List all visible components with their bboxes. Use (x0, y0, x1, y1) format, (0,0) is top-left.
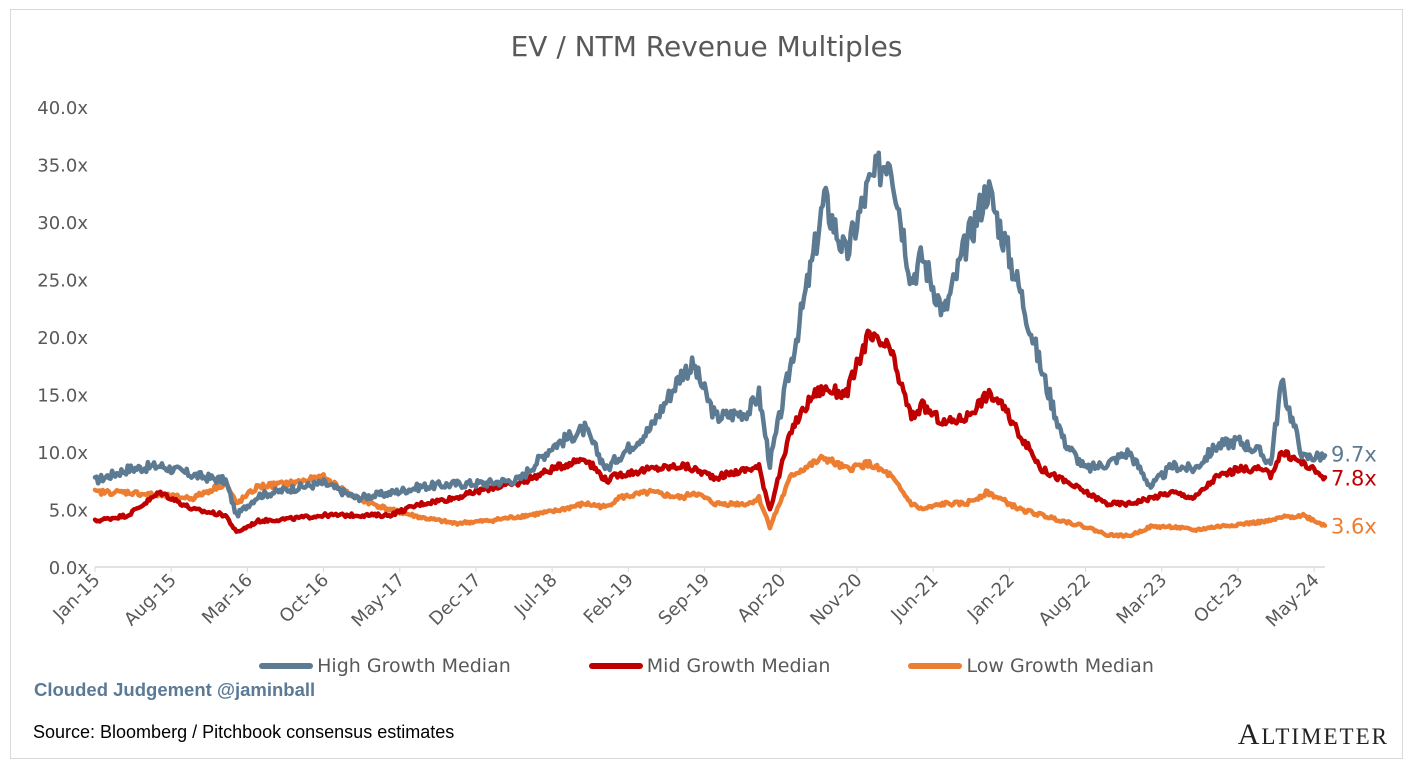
y-tick-label: 25.0x (37, 271, 88, 292)
x-tick-label: Apr-20 (733, 570, 790, 627)
x-tick-label: May-17 (348, 570, 410, 632)
legend-swatch (259, 663, 314, 669)
end-label-2: 3.6x (1331, 515, 1377, 539)
series-line-0 (92, 150, 1328, 519)
x-tick-label: Feb-19 (580, 570, 638, 628)
x-tick-label: Aug-15 (120, 570, 180, 630)
end-value-labels: 9.7x7.8x 3.6x (1331, 442, 1377, 538)
x-tick-label: Jun-21 (886, 570, 942, 626)
y-tick-label: 40.0x (37, 98, 88, 119)
brand-rest: LTIMETER (1261, 724, 1389, 749)
x-tick-label: Jan-22 (963, 570, 1019, 626)
y-tick-label: 15.0x (37, 386, 88, 407)
x-tick-label: Oct-23 (1190, 570, 1248, 628)
chart-frame (10, 9, 1403, 759)
author-watermark: Clouded Judgement @jaminball (34, 679, 316, 700)
y-tick-label: 10.0x (37, 443, 88, 464)
x-tick-label: Aug-22 (1035, 570, 1095, 630)
y-tick-label: 20.0x (37, 328, 88, 349)
x-axis-ticks: Jan-15 Aug-15 Mar-16 Oct-16 May-17 Dec-17 Jul-… (49, 567, 1324, 631)
end-label-1: 7.8x (1331, 466, 1377, 490)
brand-logo: ALTIMETER (1238, 718, 1389, 752)
legend-label: Mid Growth Median (646, 655, 831, 677)
y-tick-label: 35.0x (37, 156, 88, 177)
brand-initial: A (1237, 718, 1262, 751)
y-tick-label: 5.0x (49, 501, 89, 522)
legend-item-low-growth: Low Growth Median (908, 655, 1154, 677)
series-line-1 (92, 328, 1328, 534)
legend-item-mid-growth: Mid Growth Median (588, 655, 831, 677)
legend-swatch (908, 663, 963, 669)
y-tick-label: 0.0x (49, 558, 89, 579)
x-tick-label: Jul-18 (510, 570, 562, 622)
end-label-0: 9.7x (1331, 442, 1377, 466)
x-tick-label: Dec-17 (425, 570, 485, 630)
legend-swatch (588, 663, 643, 669)
y-tick-label: 30.0x (37, 213, 88, 234)
x-tick-label: May-24 (1262, 570, 1324, 632)
legend: High Growth Median Mid Growth Median Low… (0, 655, 1413, 677)
x-tick-label: Oct-16 (275, 570, 333, 628)
x-tick-label: Mar-23 (1112, 570, 1171, 629)
legend-label: High Growth Median (317, 655, 511, 677)
legend-item-high-growth: High Growth Median (259, 655, 511, 677)
y-axis-ticks: 0.0x 5.0x 10.0x 15.0x 20.0x 25.0x 30.0x 35.0x 40… (37, 98, 88, 579)
x-tick-label: Sep-19 (654, 570, 714, 630)
legend-label: Low Growth Median (966, 655, 1154, 677)
x-tick-label: Nov-20 (806, 570, 866, 630)
x-tick-label: Mar-16 (198, 570, 257, 629)
source-note: Source: Bloomberg / Pitchbook consensus … (33, 722, 455, 742)
chart-title: EV / NTM Revenue Multiples (510, 30, 903, 63)
series-lines (92, 150, 1328, 539)
